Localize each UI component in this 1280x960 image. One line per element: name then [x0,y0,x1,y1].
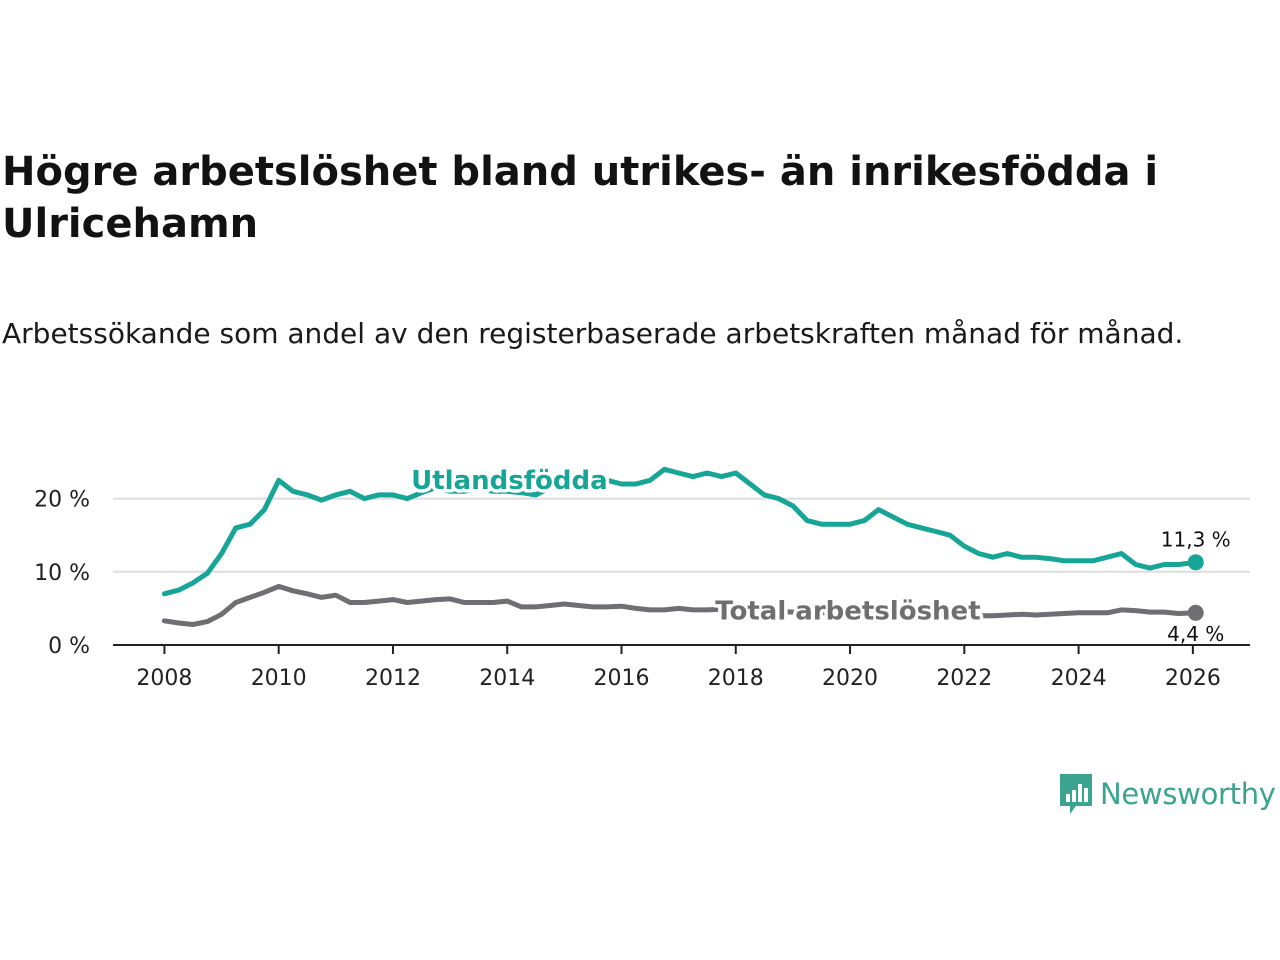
x-tick-label: 2008 [136,666,192,691]
x-tick-label: 2024 [1051,666,1107,691]
series-end-label-1: 4,4 % [1167,622,1224,646]
x-tick-label: 2016 [594,666,650,691]
x-tick-label: 2012 [365,666,421,691]
series-end-point-0 [1187,554,1204,571]
x-tick-label: 2014 [479,666,535,691]
x-tick-label: 2022 [936,666,992,691]
x-tick-label: 2026 [1165,666,1221,691]
newsworthy-logo-icon [1060,774,1092,814]
series-label-1: Total arbetslöshet [715,596,980,626]
y-tick-label: 10 % [34,561,90,586]
labels: 0 % 10 % 20 % 2008 2010 2012 2014 2016 2018 2020 2… [34,463,1231,691]
newsworthy-logo[interactable]: Newsworthy [1058,772,1276,816]
x-tick-label: 2010 [251,666,307,691]
series-lines [161,466,1204,627]
series-line-1 [161,583,1199,627]
logo-wordmark: Newsworthy [1100,777,1276,811]
y-tick-label: 0 % [48,634,90,659]
series-label-0: Utlandsfödda [411,466,608,496]
chart-subtitle: Arbetssökande som andel av den registerb… [2,317,1184,350]
chart-title: Högre arbetslöshet bland utrikes- än inr… [2,149,1159,247]
axes [113,644,1250,654]
x-tick-label: 2018 [708,666,764,691]
gridlines [113,497,1250,573]
x-tick-label: 2020 [822,666,878,691]
line-chart: 0 % 10 % 20 % 2008 2010 2012 2014 2016 2018 2020 2… [34,463,1250,691]
series-end-label-0: 11,3 % [1161,527,1231,551]
series-end-point-1 [1187,604,1204,621]
y-tick-label: 20 % [34,488,90,513]
series-line-0 [161,466,1199,597]
